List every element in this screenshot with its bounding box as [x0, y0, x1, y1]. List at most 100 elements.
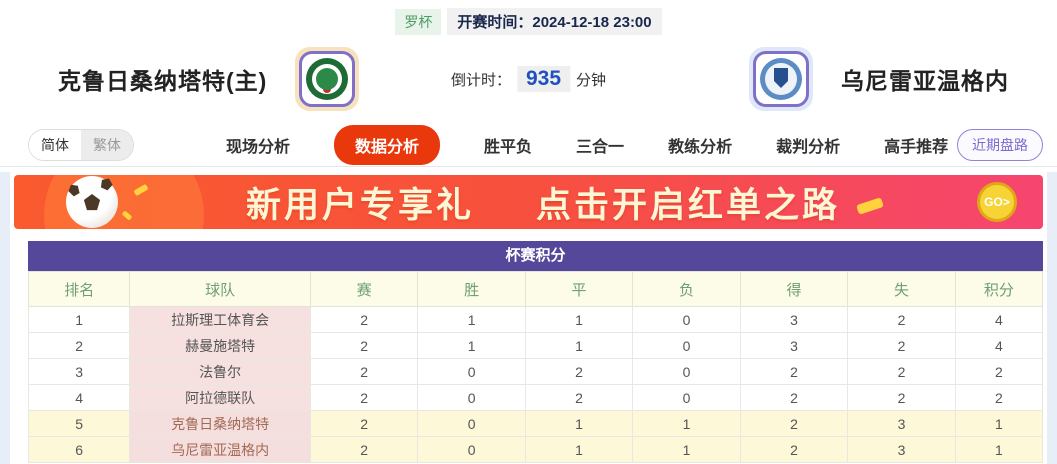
home-crest-icon [306, 58, 349, 100]
loss-cell: 0 [632, 306, 741, 333]
rank-cell: 3 [27, 358, 131, 385]
home-team-group: 克鲁日桑纳塔特(主) [58, 47, 360, 111]
draw-cell: 1 [524, 410, 634, 437]
home-logo-border [299, 51, 356, 107]
table-title: 杯赛积分 [28, 241, 1043, 271]
ga-cell: 3 [847, 436, 956, 463]
home-team-logo [295, 47, 360, 111]
played-cell: 2 [309, 436, 419, 463]
nav-tab[interactable]: 三合一 [576, 138, 625, 156]
banner-text-1: 新用户专享礼 [246, 185, 475, 225]
team-name-cell: 法鲁尔 [129, 358, 311, 385]
win-cell: 0 [417, 358, 526, 385]
confetti-icon [856, 197, 884, 215]
ga-cell: 2 [847, 384, 956, 411]
nav-tab[interactable]: 高手推荐 [884, 138, 949, 156]
away-logo-border [753, 51, 809, 107]
rank-cell: 4 [27, 384, 131, 411]
ga-cell: 2 [847, 332, 956, 359]
rank-cell: 2 [27, 332, 131, 359]
lang-simplified-button[interactable]: 简体 [29, 129, 81, 160]
lang-traditional-button[interactable]: 繁体 [81, 129, 133, 160]
win-cell: 1 [417, 332, 526, 359]
nav-tabs: 现场分析 数据分析 胜平负 三合一 教练分析 裁判分析 高手推荐 [226, 124, 949, 165]
win-cell: 0 [417, 410, 526, 437]
go-button[interactable]: GO> [977, 182, 1017, 222]
pts-cell: 1 [954, 436, 1044, 463]
gf-cell: 2 [739, 384, 849, 411]
draw-cell: 2 [524, 358, 634, 385]
rank-cell: 5 [27, 410, 131, 437]
column-header: 赛 [309, 271, 419, 307]
table-row: 3 法鲁尔 2 0 2 0 2 2 2 [27, 358, 1044, 385]
win-cell: 1 [417, 306, 526, 333]
team-name-cell: 赫曼施塔特 [129, 332, 311, 359]
column-header: 球队 [129, 271, 311, 307]
league-badge: 罗杯 [395, 8, 442, 35]
confetti-icon [121, 210, 133, 221]
team-name-cell: 乌尼雷亚温格内 [129, 436, 311, 463]
column-header: 平 [524, 271, 634, 307]
table-row: 1 拉斯理工体育会 2 1 1 0 3 2 4 [27, 306, 1044, 333]
kickoff-time: 开赛时间：2024-12-18 23:00 [447, 8, 662, 35]
nav-bar: 简体 繁体 现场分析 数据分析 胜平负 三合一 教练分析 裁判分析 高手推荐 近期盘路 [0, 123, 1057, 167]
ball-pentagon [66, 182, 82, 198]
table-row: 4 阿拉德联队 2 0 2 0 2 2 2 [27, 384, 1044, 411]
banner-text: 新用户专享礼 点击开启红单之路 [246, 177, 840, 228]
nav-tab[interactable]: 胜平负 [484, 138, 533, 156]
pts-cell: 2 [954, 384, 1044, 411]
match-info-bar: 罗杯 开赛时间：2024-12-18 23:00 [0, 0, 1057, 35]
table-row: 6 乌尼雷亚温格内 2 0 1 1 2 3 1 [27, 436, 1044, 463]
away-team-logo [749, 47, 813, 111]
column-header: 积分 [954, 271, 1044, 307]
teams-header: 克鲁日桑纳塔特(主) 倒计时： 935 分钟 乌尼雷亚温格内 [0, 35, 1057, 123]
team-name-cell: 克鲁日桑纳塔特 [129, 410, 311, 437]
nav-tab[interactable]: 教练分析 [668, 138, 733, 156]
language-toggle: 简体 繁体 [28, 128, 134, 161]
away-team-group: 乌尼雷亚温格内 [749, 47, 1009, 111]
confetti-icon [133, 183, 149, 197]
ga-cell: 3 [847, 410, 956, 437]
nav-tab[interactable]: 数据分析 [334, 124, 441, 165]
gf-cell: 3 [739, 332, 849, 359]
draw-cell: 1 [524, 332, 634, 359]
rank-cell: 6 [27, 436, 131, 463]
loss-cell: 1 [632, 436, 741, 463]
ball-pentagon [98, 176, 115, 192]
countdown-unit: 分钟 [576, 71, 607, 89]
column-header: 胜 [417, 271, 526, 307]
away-crest-icon [760, 58, 802, 100]
win-cell: 0 [417, 436, 526, 463]
nav-tab[interactable]: 现场分析 [226, 138, 291, 156]
gf-cell: 2 [739, 358, 849, 385]
countdown-label: 倒计时： [450, 71, 511, 89]
standings-table: 排名 球队赛胜平负得失积分 1 拉斯理工体育会 2 1 1 0 3 2 4 2 赫曼施塔特 2 1 1 0 3 2… [27, 271, 1044, 463]
played-cell: 2 [309, 358, 419, 385]
column-header: 排名 [27, 271, 131, 307]
column-header: 负 [632, 271, 741, 307]
banner-text-2: 点击开启红单之路 [536, 185, 841, 225]
promo-banner[interactable]: 新用户专享礼 点击开启红单之路 GO> [14, 175, 1043, 229]
table-row: 5 克鲁日桑纳塔特 2 0 1 1 2 3 1 [27, 410, 1044, 437]
column-header: 失 [847, 271, 956, 307]
gf-cell: 3 [739, 306, 849, 333]
table-row: 2 赫曼施塔特 2 1 1 0 3 2 4 [27, 332, 1044, 359]
recent-odds-button[interactable]: 近期盘路 [957, 128, 1043, 161]
home-team-name: 克鲁日桑纳塔特(主) [58, 68, 268, 94]
pts-cell: 4 [954, 332, 1044, 359]
loss-cell: 0 [632, 358, 741, 385]
gf-cell: 2 [739, 436, 849, 463]
countdown: 倒计时： 935 分钟 [451, 66, 606, 92]
loss-cell: 0 [632, 384, 741, 411]
loss-cell: 0 [632, 332, 741, 359]
ball-pentagon [83, 194, 101, 211]
page-left-margin [0, 172, 10, 464]
soccer-ball-icon [66, 176, 118, 228]
played-cell: 2 [309, 306, 419, 333]
page-right-margin [1047, 172, 1057, 464]
draw-cell: 1 [524, 306, 634, 333]
nav-tab[interactable]: 裁判分析 [776, 138, 841, 156]
column-header: 得 [739, 271, 849, 307]
cup-standings: 杯赛积分 排名 球队赛胜平负得失积分 1 拉斯理工体育会 2 1 1 0 3 2 4 2 赫曼施塔特 2… [27, 241, 1044, 463]
ga-cell: 2 [847, 358, 956, 385]
